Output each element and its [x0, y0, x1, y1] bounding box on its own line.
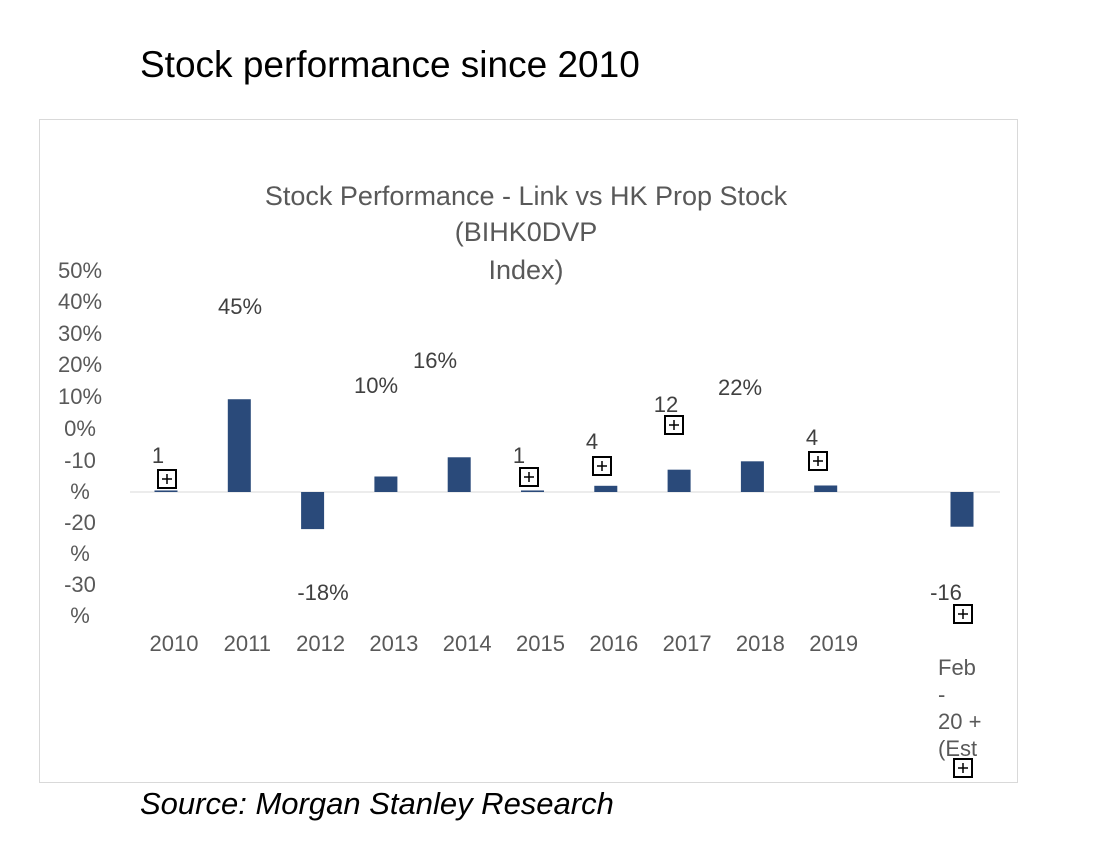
x-tick-label: 2017 — [663, 631, 712, 656]
expand-label-icon — [157, 469, 177, 489]
y-tick-label: -10% — [64, 448, 96, 504]
y-tick-text: 40% — [58, 289, 102, 314]
y-tick-label: -20% — [64, 510, 96, 566]
y-tick-text: % — [70, 541, 90, 566]
y-tick-text: -20 — [64, 510, 96, 535]
y-tick-text: -30 — [64, 572, 96, 597]
y-tick-label: 30% — [58, 321, 102, 346]
x-tick-text: Feb — [938, 655, 976, 680]
y-tick-label: 50% — [58, 258, 102, 283]
y-axis-ticks: 50%40%30%20%10%0%-10%-20%-30% — [58, 258, 102, 628]
data-label: -18% — [297, 580, 348, 605]
data-label: 4 — [806, 425, 818, 450]
x-tick-label: 2015 — [516, 631, 565, 656]
x-tick-text: 2017 — [663, 631, 712, 656]
x-tick-text: (Est — [938, 736, 977, 761]
data-label: 12 — [654, 392, 678, 417]
x-tick-label: 2013 — [369, 631, 418, 656]
x-tick-text: 2014 — [443, 631, 492, 656]
y-tick-label: -30% — [64, 572, 96, 628]
expand-label-icon — [592, 456, 612, 476]
expand-label-icon — [808, 451, 828, 471]
chart-title: Stock Performance - Link vs HK Prop Stoc… — [265, 181, 788, 285]
data-label: 4 — [586, 429, 598, 454]
bar-2010 — [154, 490, 178, 492]
y-tick-text: 0% — [64, 416, 96, 441]
x-tick-text: 20 + — [938, 709, 981, 734]
chart-title-line: (BIHK0DVP — [455, 217, 598, 247]
data-label: 16% — [413, 348, 457, 373]
expand-label-icon — [953, 758, 973, 778]
x-tick-text: 2019 — [809, 631, 858, 656]
y-tick-text: -10 — [64, 448, 96, 473]
data-label: 1 — [152, 443, 164, 468]
x-tick-label: 2010 — [150, 631, 199, 656]
expand-label-icon — [664, 415, 684, 435]
x-tick-text: 2015 — [516, 631, 565, 656]
bar-feb-20-est- — [950, 492, 974, 527]
x-tick-text: 2010 — [150, 631, 199, 656]
x-tick-label: 2019 — [809, 631, 858, 656]
bar-2012 — [301, 492, 325, 530]
x-tick-label: 2014 — [443, 631, 492, 656]
data-label: 22% — [718, 375, 762, 400]
x-tick-text: - — [938, 682, 945, 707]
page-title: Stock performance since 2010 — [140, 44, 640, 85]
x-tick-label: 2011 — [224, 631, 271, 656]
x-tick-text: 2011 — [224, 631, 271, 656]
y-tick-text: 20% — [58, 352, 102, 377]
bars — [154, 399, 974, 530]
chart-title-line: Index) — [488, 255, 563, 285]
x-tick-label: 2016 — [589, 631, 638, 656]
data-labels: 1 45% -18% 10% 16% 1 4 12 22% 4 -16 — [152, 294, 962, 605]
y-tick-text: % — [70, 603, 90, 628]
x-tick-label: 2012 — [296, 631, 345, 656]
y-tick-text: 30% — [58, 321, 102, 346]
bar-2016 — [594, 485, 618, 492]
x-tick-label: 2018 — [736, 631, 785, 656]
y-tick-text: % — [70, 479, 90, 504]
data-label: 1 — [513, 443, 525, 468]
bar-2018 — [740, 461, 764, 492]
x-tick-text: 2012 — [296, 631, 345, 656]
data-label: 45% — [218, 294, 262, 319]
y-tick-text: 10% — [58, 384, 102, 409]
source-note: Source: Morgan Stanley Research — [140, 786, 614, 821]
y-tick-label: 40% — [58, 289, 102, 314]
chart-title-line: Stock Performance - Link vs HK Prop Stoc… — [265, 181, 788, 211]
y-tick-label: 10% — [58, 384, 102, 409]
bar-2015 — [521, 490, 544, 492]
bar-2017 — [667, 469, 691, 492]
x-tick-text: 2013 — [369, 631, 418, 656]
data-label: -16 — [930, 580, 962, 605]
x-tick-text: 2016 — [589, 631, 638, 656]
y-tick-label: 0% — [64, 416, 96, 441]
chart-frame — [39, 119, 1018, 783]
data-label: 10% — [354, 373, 398, 398]
bar-2013 — [374, 476, 398, 492]
y-tick-text: 50% — [58, 258, 102, 283]
expand-label-icon — [519, 467, 539, 487]
x-axis-ticks: 2010 2011 2012 2013 2014 2015 2016 2017 2018 2019… — [150, 631, 982, 761]
bar-2011 — [227, 399, 251, 492]
expand-label-icon — [953, 604, 973, 624]
bar-2019 — [814, 485, 838, 492]
bar-2014 — [447, 457, 471, 492]
y-tick-label: 20% — [58, 352, 102, 377]
label-markers — [157, 415, 973, 778]
x-tick-label: Feb-20 +(Est — [938, 655, 981, 761]
x-tick-text: 2018 — [736, 631, 785, 656]
